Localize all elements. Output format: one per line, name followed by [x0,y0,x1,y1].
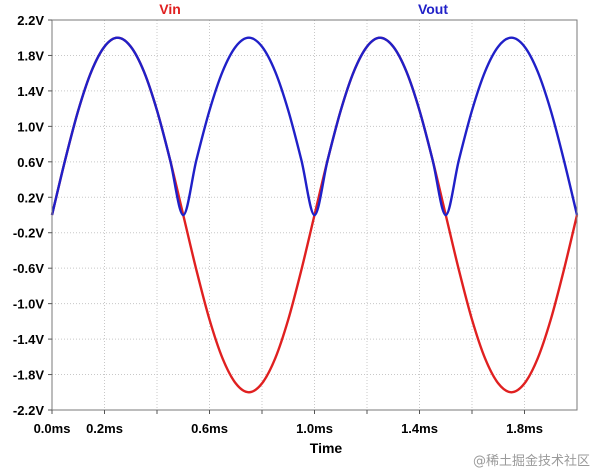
x-axis-ticks: 0.0ms 0.2ms 0.6ms 1.0ms 1.4ms 1.8ms [34,410,543,436]
y-tick-label: 1.8V [17,48,44,63]
x-axis-label: Time [310,440,343,456]
y-tick-label: 0.2V [17,190,44,205]
x-tick-label: 1.8ms [506,421,543,436]
watermark: @稀土掘金技术社区 [472,454,590,469]
y-tick-label: -1.4V [13,332,44,347]
x-tick-label: 0.6ms [191,421,228,436]
x-tick-label: 0.2ms [86,421,123,436]
series-line-vout [50,36,579,217]
x-tick-label: 1.0ms [296,421,333,436]
y-tick-label: -2.2V [13,403,44,418]
legend-entry-vout: Vout [418,1,448,17]
y-tick-label: 1.0V [17,119,44,134]
x-tick-label: 1.4ms [401,421,438,436]
legend: Vin Vout [159,1,448,17]
y-tick-label: -1.0V [13,297,44,312]
x-tick-label: 0.0ms [34,421,71,436]
y-axis-ticks: 2.2V 1.8V 1.4V 1.0V 0.6V 0.2V -0.2V -0.6V -1.0V -… [13,13,52,418]
y-tick-label: 0.6V [17,155,44,170]
series-layer [50,36,579,394]
y-tick-label: -0.2V [13,226,44,241]
y-tick-label: -0.6V [13,261,44,276]
y-tick-label: -1.8V [13,368,44,383]
y-tick-label: 1.4V [17,84,44,99]
legend-entry-vin: Vin [159,1,181,17]
y-tick-label: 2.2V [17,13,44,28]
